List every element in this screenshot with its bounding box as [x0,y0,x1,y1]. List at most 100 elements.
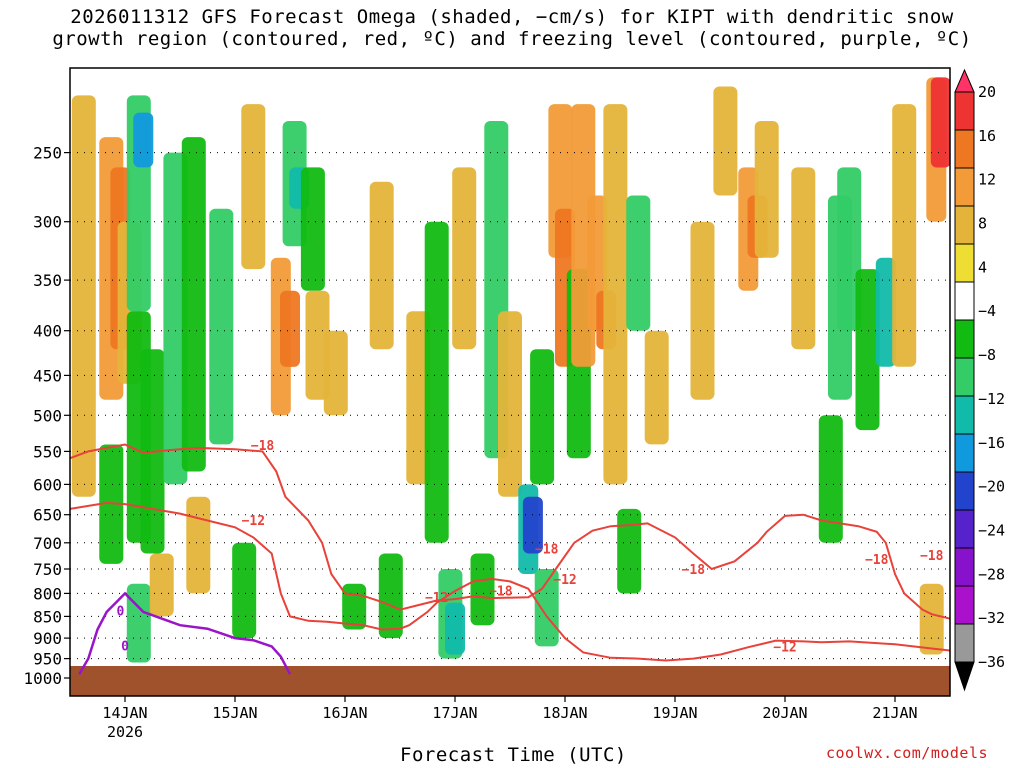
colorbar-label: −4 [978,302,996,320]
dgz-contour-label: −12 [425,591,448,606]
colorbar-top-arrow [954,68,975,93]
y-tick-label: 950 [33,650,62,669]
omega-cell [892,104,917,367]
omega-cell [445,602,465,655]
y-tick-label: 1000 [23,669,62,688]
colorbar-swatch [954,357,975,397]
omega-cell [323,330,348,416]
x-tick-label: 17JAN [432,704,477,722]
omega-cell [133,112,154,168]
dgz-contour-label: −12 [242,514,265,529]
dgz-contour-label: −18 [865,553,889,568]
x-tick-label: 20JAN [762,704,807,722]
y-tick-label: 300 [33,213,62,232]
colorbar-swatch [954,243,975,283]
colorbar-label: 12 [978,171,996,189]
chart-title-line-2: growth region (contoured, red, ºC) and f… [52,28,972,50]
colorbar-label: 4 [978,258,987,276]
colorbar-label: 8 [978,215,987,233]
dgz-contour-label: −18 [682,563,706,578]
colorbar-swatch [954,509,975,549]
omega-cell [644,330,669,445]
y-tick-label: 800 [33,584,62,603]
colorbar-swatch [954,129,975,169]
y-tick-label: 250 [33,144,62,163]
omega-cell [875,257,896,367]
omega-cell [498,311,522,497]
y-axis: 250 300 350 400 450 500 550 600 650 700 750 800 850 9… [23,144,70,688]
x-tick-label: 18JAN [542,704,587,722]
colorbar-label: −28 [978,565,1005,583]
colorbar-swatch [954,91,975,131]
colorbar-label: −20 [978,478,1005,496]
colorbar: 20 16 12 8 4 −4 −8 −12 −16 −20 −24 −28 −32 −36 [954,68,1005,692]
freezing-contour-label: 0 [121,640,129,655]
y-tick-label: 350 [33,271,62,290]
omega-cell [754,121,779,258]
y-tick-label: 500 [33,406,62,425]
y-tick-label: 700 [33,534,62,553]
omega-cell [126,583,151,663]
dgz-contour-label: −12 [773,640,796,655]
omega-cell [369,181,394,350]
omega-cell [530,349,555,485]
omega-cell [791,167,816,350]
dgz-contour-label: −18 [489,584,513,599]
colorbar-swatch [954,205,975,245]
colorbar-label: −16 [978,434,1005,452]
isotherm-contours [70,443,950,675]
omega-cell [406,311,431,485]
dgz-contour-label: −12 [553,573,576,588]
colorbar-swatch [954,547,975,587]
omega-cell [522,496,543,554]
colorbar-label: −32 [978,609,1005,627]
colorbar-swatch [954,395,975,435]
omega-cell [300,167,325,291]
x-tick-label: 19JAN [652,704,697,722]
contour-labels: −18 −12 −18 −18 −12 −18 −12 −18 −12 −18 0 0 [116,439,943,655]
credit-link[interactable]: coolwx.com/models [826,744,989,762]
dgz-contour-label: −18 [535,543,559,558]
colorbar-label: −8 [978,346,996,364]
dgz-contour-label: −18 [251,439,275,454]
omega-cell [232,542,257,639]
omega-cell [209,208,234,445]
colorbar-label: −24 [978,522,1005,540]
plot-frame [69,67,951,697]
x-tick-label: 15JAN [212,704,257,722]
y-tick-label: 900 [33,629,62,648]
x-tick-sublabel: 2026 [107,723,143,741]
omega-cell [626,195,651,331]
isotherm-minus12-line [70,501,950,662]
x-tick-label: 16JAN [322,704,367,722]
omega-cell [452,167,477,350]
omega-cell [690,221,715,400]
omega-cell [855,269,880,431]
ground-band [70,666,950,696]
omega-cell [280,290,300,367]
omega-cell [534,569,559,647]
x-tick-label: 14JAN [102,704,147,722]
omega-cell [424,221,449,543]
omega-cell [603,104,628,485]
isotherm-minus18-line [70,443,950,620]
omega-cell [71,95,96,497]
colorbar-bottom-arrow [954,661,975,692]
y-tick-label: 750 [33,560,62,579]
y-tick-label: 600 [33,475,62,494]
x-axis-label: Forecast Time (UTC) [400,744,627,766]
colorbar-swatch [954,585,975,625]
freezing-level-line [78,591,292,675]
colorbar-label: −12 [978,390,1005,408]
colorbar-swatch [954,471,975,511]
x-tick-label: 21JAN [872,704,917,722]
omega-cell [919,583,944,655]
dgz-contour-label: −18 [920,549,944,564]
omega-cell [470,553,495,626]
omega-cell [837,167,862,331]
omega-cell [186,496,211,594]
y-tick-label: 850 [33,607,62,626]
omega-cell [305,290,330,400]
